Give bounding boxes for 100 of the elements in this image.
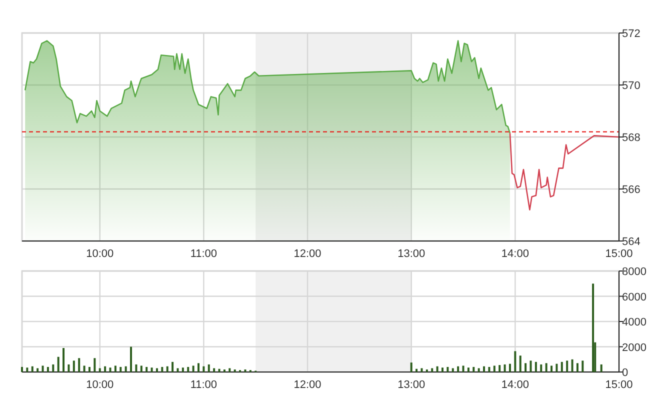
bar [530, 360, 532, 372]
y-tick-label: 572 [622, 28, 640, 40]
bar [146, 366, 148, 372]
bar [198, 363, 200, 372]
bar [172, 362, 174, 372]
x-tick-label: 10:00 [86, 248, 114, 260]
bar [187, 366, 190, 372]
bar [228, 368, 231, 372]
bar [124, 366, 127, 372]
line-series [509, 132, 620, 210]
y-tick-label: 0 [622, 367, 628, 379]
bar [540, 364, 542, 372]
bar [130, 346, 132, 372]
bar [600, 364, 602, 372]
bar [192, 366, 194, 372]
bar [213, 368, 216, 372]
bar [120, 366, 122, 372]
bar [62, 348, 65, 372]
bar [457, 366, 460, 372]
bar [208, 364, 210, 372]
bar [156, 368, 158, 372]
bar [566, 360, 568, 372]
bar [42, 366, 44, 372]
bar [410, 362, 412, 372]
y-tick-label: 6000 [622, 291, 646, 304]
x-tick-label: 13:00 [398, 248, 426, 260]
bar [68, 364, 70, 372]
bar [431, 368, 434, 372]
bar [36, 368, 39, 372]
bar [446, 366, 449, 372]
x-tick-label: 14:00 [501, 248, 529, 260]
x-tick-label: 12:00 [294, 379, 322, 391]
y-tick-label: 8000 [622, 266, 646, 278]
bar [524, 363, 527, 372]
bar [109, 368, 112, 372]
bar [94, 358, 96, 372]
bar [556, 364, 558, 372]
y-tick-label: 568 [622, 132, 640, 144]
bar [52, 364, 54, 372]
bar [441, 368, 444, 372]
bar [504, 364, 506, 372]
y-tick-label: 570 [622, 80, 640, 92]
bar [571, 359, 574, 372]
bar [46, 366, 49, 372]
x-tick-label: 13:00 [398, 379, 426, 391]
x-tick-label: 12:00 [294, 248, 322, 260]
bar [592, 284, 594, 372]
bar [72, 360, 75, 372]
bar [550, 366, 553, 372]
bar [161, 366, 164, 372]
bar [234, 369, 236, 372]
bar [498, 365, 501, 372]
bar [223, 369, 226, 372]
bar [534, 362, 537, 372]
bar [83, 366, 86, 372]
bar [114, 366, 116, 372]
bar [218, 368, 220, 372]
x-tick-label: 15:00 [605, 248, 633, 260]
bar [545, 363, 548, 372]
bar [426, 369, 428, 372]
bar [135, 364, 138, 372]
x-tick-label: 10:00 [86, 379, 114, 391]
bar [582, 360, 584, 372]
bar [472, 366, 475, 372]
bar [452, 368, 454, 372]
bar [140, 366, 142, 372]
y-tick-label: 564 [622, 236, 640, 248]
bar [26, 368, 28, 372]
bar [98, 368, 101, 372]
bar [182, 368, 184, 372]
x-tick-label: 11:00 [190, 248, 218, 260]
x-tick-label: 11:00 [190, 379, 218, 391]
bar [176, 368, 179, 372]
bar [420, 368, 423, 372]
x-tick-label: 15:00 [605, 379, 633, 391]
bar [78, 358, 80, 372]
bar [21, 366, 23, 372]
bar [436, 366, 438, 372]
bar [416, 368, 418, 372]
bar [88, 366, 90, 372]
bar [576, 363, 578, 372]
y-tick-label: 4000 [622, 316, 646, 328]
bar [560, 362, 563, 372]
bar [166, 366, 168, 372]
bar [488, 366, 490, 372]
bar [244, 369, 246, 372]
bar [483, 366, 486, 372]
bar [462, 366, 464, 372]
bar [508, 364, 511, 372]
y-tick-label: 2000 [622, 342, 646, 354]
bar [519, 356, 522, 372]
bar [493, 366, 496, 372]
bar [104, 366, 106, 372]
bar [467, 368, 470, 372]
bar [514, 351, 516, 372]
bar [202, 366, 205, 372]
bar [57, 356, 60, 372]
bar [150, 368, 153, 372]
x-tick-label: 14:00 [501, 379, 529, 391]
y-tick-label: 566 [622, 184, 640, 196]
